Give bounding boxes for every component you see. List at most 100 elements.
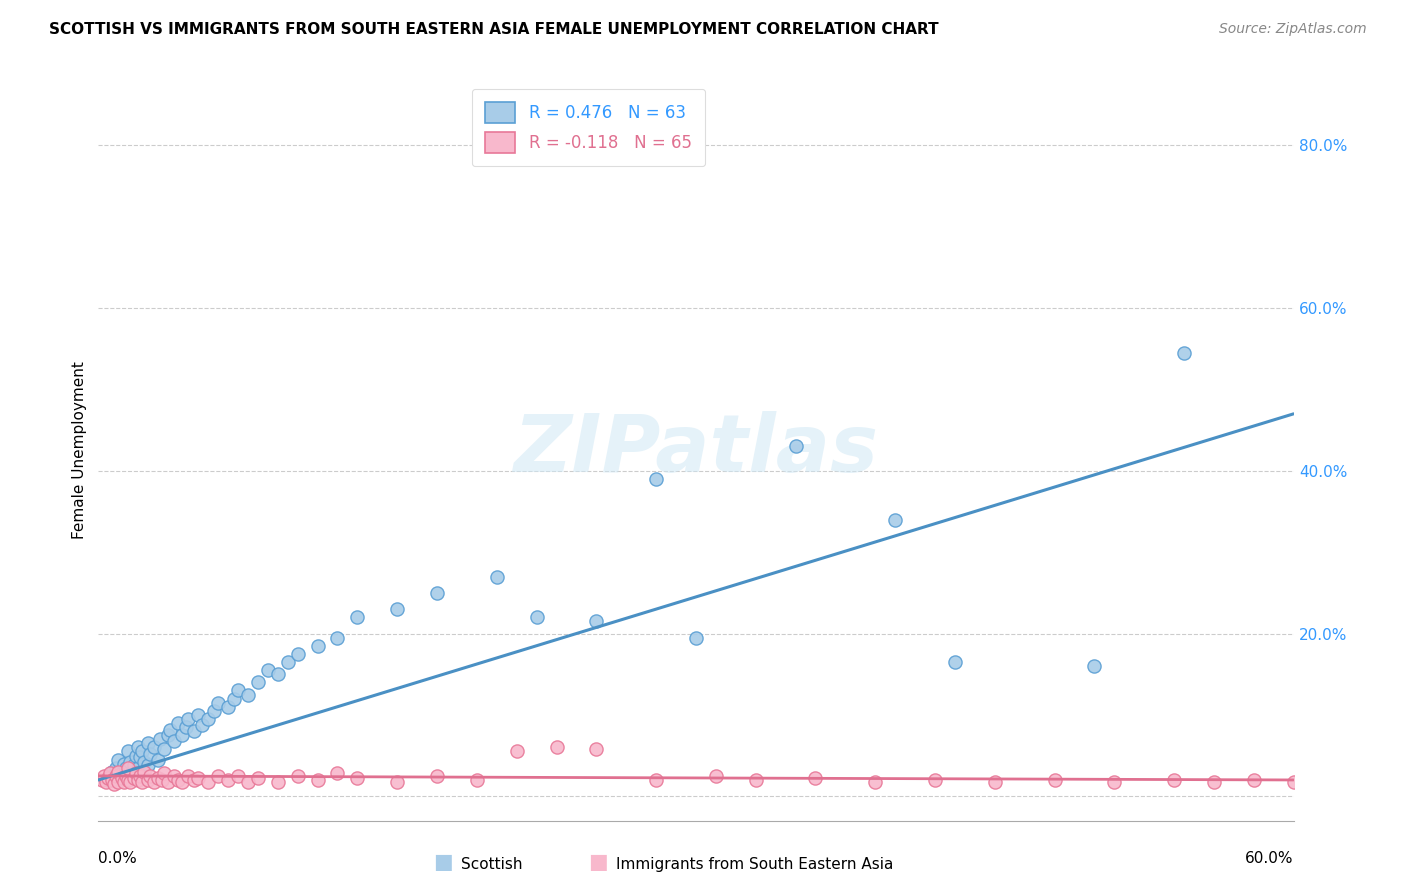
Point	[172, 728, 194, 742]
Point	[426, 769, 449, 783]
Point	[93, 769, 115, 783]
Point	[103, 769, 125, 783]
Point	[1163, 772, 1185, 787]
Point	[150, 772, 173, 787]
Point	[246, 675, 269, 690]
Point	[267, 774, 290, 789]
Point	[177, 769, 200, 783]
Point	[105, 769, 128, 783]
Point	[884, 513, 907, 527]
Point	[585, 615, 607, 629]
Text: ZIPatlas: ZIPatlas	[513, 411, 879, 490]
Point	[124, 772, 146, 786]
Point	[426, 586, 449, 600]
Point	[107, 764, 129, 779]
Point	[117, 763, 139, 777]
Point	[143, 774, 166, 789]
Point	[129, 769, 152, 783]
Point	[148, 753, 170, 767]
Point	[685, 631, 707, 645]
Text: Immigrants from South Eastern Asia: Immigrants from South Eastern Asia	[616, 857, 893, 872]
Point	[167, 772, 190, 787]
Point	[98, 766, 122, 780]
Point	[385, 602, 409, 616]
Point	[267, 667, 290, 681]
Point	[485, 569, 508, 583]
Point	[120, 774, 142, 789]
Point	[131, 774, 153, 789]
Point	[1282, 774, 1305, 789]
Point	[183, 724, 205, 739]
Point	[785, 439, 807, 453]
Point	[112, 774, 135, 789]
Point	[465, 772, 488, 787]
Point	[97, 772, 120, 786]
Point	[256, 663, 278, 677]
Point	[202, 704, 225, 718]
Point	[804, 772, 827, 786]
Point	[157, 774, 180, 789]
Point	[107, 753, 129, 767]
Point	[197, 712, 219, 726]
Point	[127, 772, 149, 787]
Text: Scottish: Scottish	[461, 857, 523, 872]
Point	[105, 761, 128, 775]
Point	[111, 766, 134, 780]
Point	[172, 774, 194, 789]
Point	[136, 736, 159, 750]
Point	[96, 774, 118, 789]
Point	[103, 777, 125, 791]
Point	[115, 761, 138, 775]
Point	[117, 744, 139, 758]
Point	[111, 772, 134, 786]
Point	[1243, 772, 1265, 787]
Point	[197, 774, 219, 789]
Point	[143, 740, 166, 755]
Point	[645, 472, 668, 486]
Point	[943, 655, 966, 669]
Point	[526, 610, 548, 624]
Point	[546, 740, 568, 755]
Point	[159, 723, 181, 737]
Point	[127, 761, 149, 775]
Point	[129, 750, 152, 764]
Point	[153, 742, 176, 756]
Point	[226, 683, 249, 698]
Point	[385, 774, 409, 789]
Point	[125, 766, 148, 780]
Point	[307, 639, 329, 653]
Point	[136, 772, 159, 787]
Legend: R = 0.476   N = 63, R = -0.118   N = 65: R = 0.476 N = 63, R = -0.118 N = 65	[472, 88, 704, 167]
Point	[645, 772, 668, 787]
Point	[148, 772, 170, 786]
Point	[167, 716, 190, 731]
Point	[217, 699, 239, 714]
Point	[1043, 772, 1066, 787]
Point	[704, 769, 727, 783]
Point	[187, 707, 209, 722]
Point	[217, 772, 239, 787]
Point	[107, 764, 129, 779]
Point	[183, 772, 205, 787]
Point	[307, 772, 329, 787]
Point	[326, 766, 349, 780]
Point	[246, 772, 269, 786]
Point	[207, 696, 229, 710]
Point	[236, 688, 259, 702]
Point	[506, 744, 529, 758]
Point	[163, 769, 186, 783]
Point	[177, 712, 200, 726]
Point	[226, 769, 249, 783]
Point	[117, 772, 139, 787]
Point	[277, 655, 299, 669]
Point	[187, 772, 209, 786]
Text: SCOTTISH VS IMMIGRANTS FROM SOUTH EASTERN ASIA FEMALE UNEMPLOYMENT CORRELATION C: SCOTTISH VS IMMIGRANTS FROM SOUTH EASTER…	[49, 22, 939, 37]
Point	[865, 774, 887, 789]
Point	[1173, 346, 1195, 360]
Point	[124, 758, 146, 772]
Point	[191, 717, 214, 731]
Point	[585, 742, 607, 756]
Point	[157, 728, 180, 742]
Point	[91, 772, 114, 787]
Point	[139, 747, 162, 761]
